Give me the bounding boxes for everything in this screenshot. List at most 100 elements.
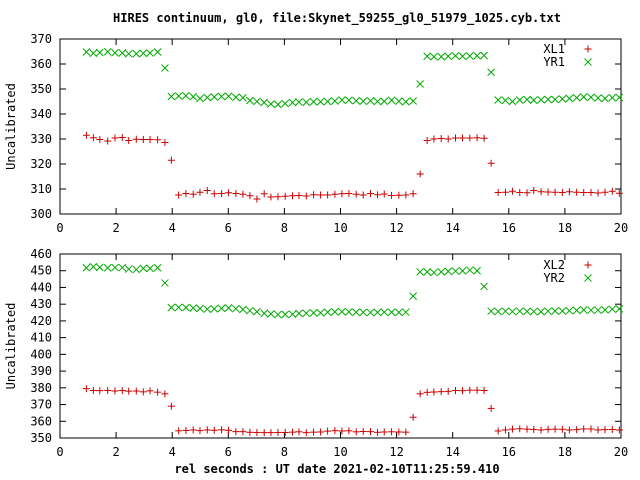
data-point — [210, 190, 218, 198]
data-point — [501, 96, 510, 105]
data-point — [146, 387, 154, 395]
data-point — [601, 188, 609, 196]
data-point — [89, 262, 98, 271]
data-point — [380, 97, 389, 106]
x-tick-label: 12 — [389, 221, 403, 235]
x-tick-label: 6 — [225, 221, 232, 235]
series-YR1 — [82, 47, 624, 109]
data-point — [516, 189, 524, 196]
y-tick-label: 360 — [30, 414, 52, 428]
y-tick-label: 380 — [30, 381, 52, 395]
data-point — [580, 425, 588, 433]
data-point — [402, 97, 410, 106]
data-point — [331, 190, 339, 198]
data-point — [246, 306, 254, 315]
data-point — [444, 52, 453, 61]
data-point — [537, 188, 545, 196]
series-XL1 — [82, 131, 623, 203]
data-point — [118, 134, 126, 141]
data-point — [189, 426, 197, 434]
data-point — [615, 305, 624, 313]
data-point — [594, 306, 602, 315]
y-tick-label: 300 — [30, 207, 52, 221]
x-tick-label: 10 — [333, 445, 347, 459]
data-point — [345, 190, 353, 197]
data-point — [537, 307, 545, 316]
data-point — [295, 309, 303, 318]
data-point — [203, 187, 211, 194]
series-YR2 — [82, 262, 624, 319]
plot-frame — [59, 253, 622, 439]
data-point — [196, 304, 204, 313]
data-point — [359, 191, 367, 199]
data-point — [380, 308, 389, 316]
data-point — [508, 425, 516, 433]
data-point — [367, 190, 375, 197]
data-point — [352, 308, 361, 317]
data-point — [253, 195, 261, 203]
data-point — [302, 309, 311, 318]
data-point — [239, 428, 247, 436]
x-tick-label: 20 — [614, 221, 628, 235]
data-point — [494, 307, 502, 316]
data-point — [594, 94, 602, 102]
y-tick-label: 410 — [30, 331, 52, 345]
plot-frame — [59, 38, 622, 215]
data-point — [139, 49, 148, 58]
x-tick-label: 12 — [389, 445, 403, 459]
data-point — [89, 134, 97, 142]
data-point — [82, 263, 91, 272]
data-point — [295, 428, 303, 436]
data-point — [523, 307, 531, 316]
data-point — [260, 309, 269, 318]
data-point — [224, 304, 233, 312]
data-point — [352, 428, 360, 436]
data-point — [239, 190, 247, 198]
data-point — [473, 386, 481, 394]
data-point — [480, 282, 488, 291]
data-point — [601, 426, 609, 434]
data-point — [167, 303, 176, 312]
legend-marker — [584, 261, 592, 269]
data-point — [601, 306, 609, 314]
data-point — [232, 93, 240, 102]
data-point — [608, 305, 617, 314]
data-point — [260, 429, 268, 437]
data-point — [196, 188, 204, 196]
data-point — [174, 92, 183, 100]
data-point — [225, 189, 233, 197]
data-point — [579, 306, 588, 314]
data-point — [558, 95, 567, 103]
data-point — [416, 268, 425, 276]
data-point — [103, 264, 112, 272]
data-point — [530, 425, 538, 433]
data-point — [494, 96, 502, 104]
data-point — [558, 425, 566, 433]
data-point — [302, 429, 310, 437]
x-tick-label: 14 — [445, 445, 459, 459]
y-axis-title: Uncalibrated — [4, 83, 18, 170]
data-point — [437, 52, 446, 61]
data-point — [224, 92, 233, 101]
legend-label: YR2 — [543, 271, 565, 285]
data-point — [444, 267, 453, 276]
data-point — [409, 292, 418, 301]
data-point — [345, 308, 353, 316]
y-tick-label: 450 — [30, 264, 52, 278]
data-point — [537, 426, 545, 434]
data-point — [515, 96, 524, 104]
data-point — [95, 48, 104, 57]
data-point — [182, 303, 190, 312]
data-point — [423, 268, 432, 276]
data-point — [210, 305, 219, 313]
data-point — [338, 307, 346, 316]
data-point — [601, 94, 609, 103]
data-point — [246, 192, 254, 200]
data-point — [523, 189, 531, 197]
x-axis-title: rel seconds : UT date 2021-02-10T11:25:5… — [174, 462, 499, 476]
data-point — [587, 189, 595, 196]
data-point — [288, 98, 297, 107]
y-tick-label: 360 — [30, 57, 52, 71]
data-point — [331, 97, 339, 105]
x-tick-label: 0 — [56, 445, 63, 459]
